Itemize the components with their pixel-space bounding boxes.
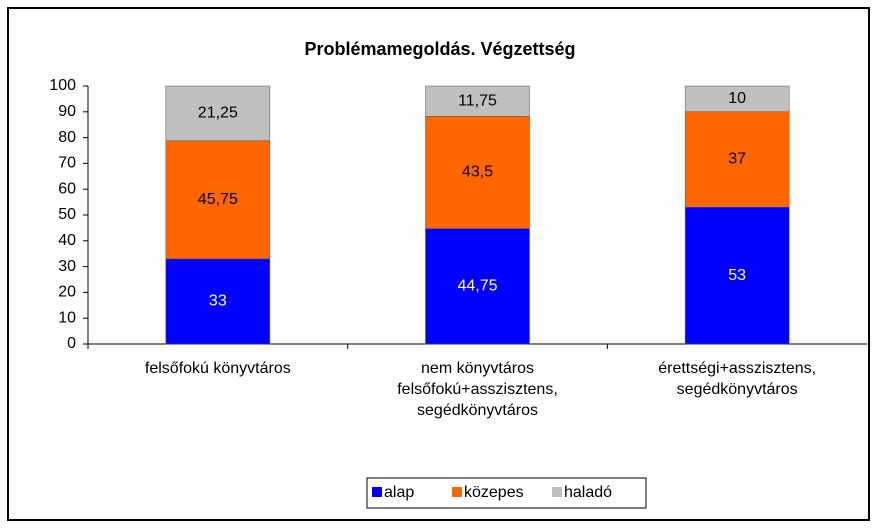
data-label: 33 — [209, 293, 227, 310]
y-tick-label: 30 — [58, 258, 76, 275]
bar-segment — [684, 85, 790, 113]
y-tick-label: 10 — [58, 309, 76, 326]
legend-label: haladó — [564, 484, 612, 501]
bar-segment — [165, 85, 271, 142]
bar-segment — [425, 116, 530, 229]
y-tick-label: 90 — [58, 103, 76, 120]
chart-title: Problémamegoldás. Végzettség — [304, 39, 575, 59]
legend-swatch — [452, 487, 462, 497]
bar-segment — [165, 258, 271, 345]
legend-label: alap — [384, 484, 414, 501]
y-tick-label: 100 — [49, 77, 76, 94]
y-tick-label: 80 — [58, 129, 76, 146]
legend-label: közepes — [464, 484, 524, 501]
x-tick-label: felsőfokú könyvtáros — [144, 360, 291, 377]
legend-box — [366, 477, 647, 509]
bar-segment — [684, 207, 790, 345]
y-tick-label: 40 — [58, 232, 76, 249]
y-tick-label: 60 — [58, 180, 76, 197]
data-label: 10 — [728, 90, 746, 107]
bar-segment — [425, 85, 530, 117]
data-label: 43,5 — [462, 164, 493, 181]
y-tick-label: 20 — [58, 284, 76, 301]
data-label: 21,25 — [198, 105, 238, 122]
y-tick-label: 0 — [67, 335, 76, 352]
y-tick-label: 50 — [58, 206, 76, 223]
data-label: 11,75 — [458, 92, 497, 109]
bar-segment — [684, 111, 790, 208]
bar-segment — [165, 140, 271, 260]
data-label: 44,75 — [457, 277, 497, 294]
legend-swatch — [372, 487, 382, 497]
x-tick-label: érettségi+asszisztens, segédkönyvtáros — [658, 360, 817, 398]
data-label: 45,75 — [198, 191, 238, 208]
data-label: 37 — [728, 151, 746, 168]
legend-swatch — [552, 487, 562, 497]
y-tick-label: 70 — [58, 155, 76, 172]
data-label: 53 — [728, 267, 746, 284]
x-tick-label: nem könyvtáros felsőfokú+asszisztens, se… — [397, 360, 558, 419]
bar-segment — [425, 228, 530, 345]
